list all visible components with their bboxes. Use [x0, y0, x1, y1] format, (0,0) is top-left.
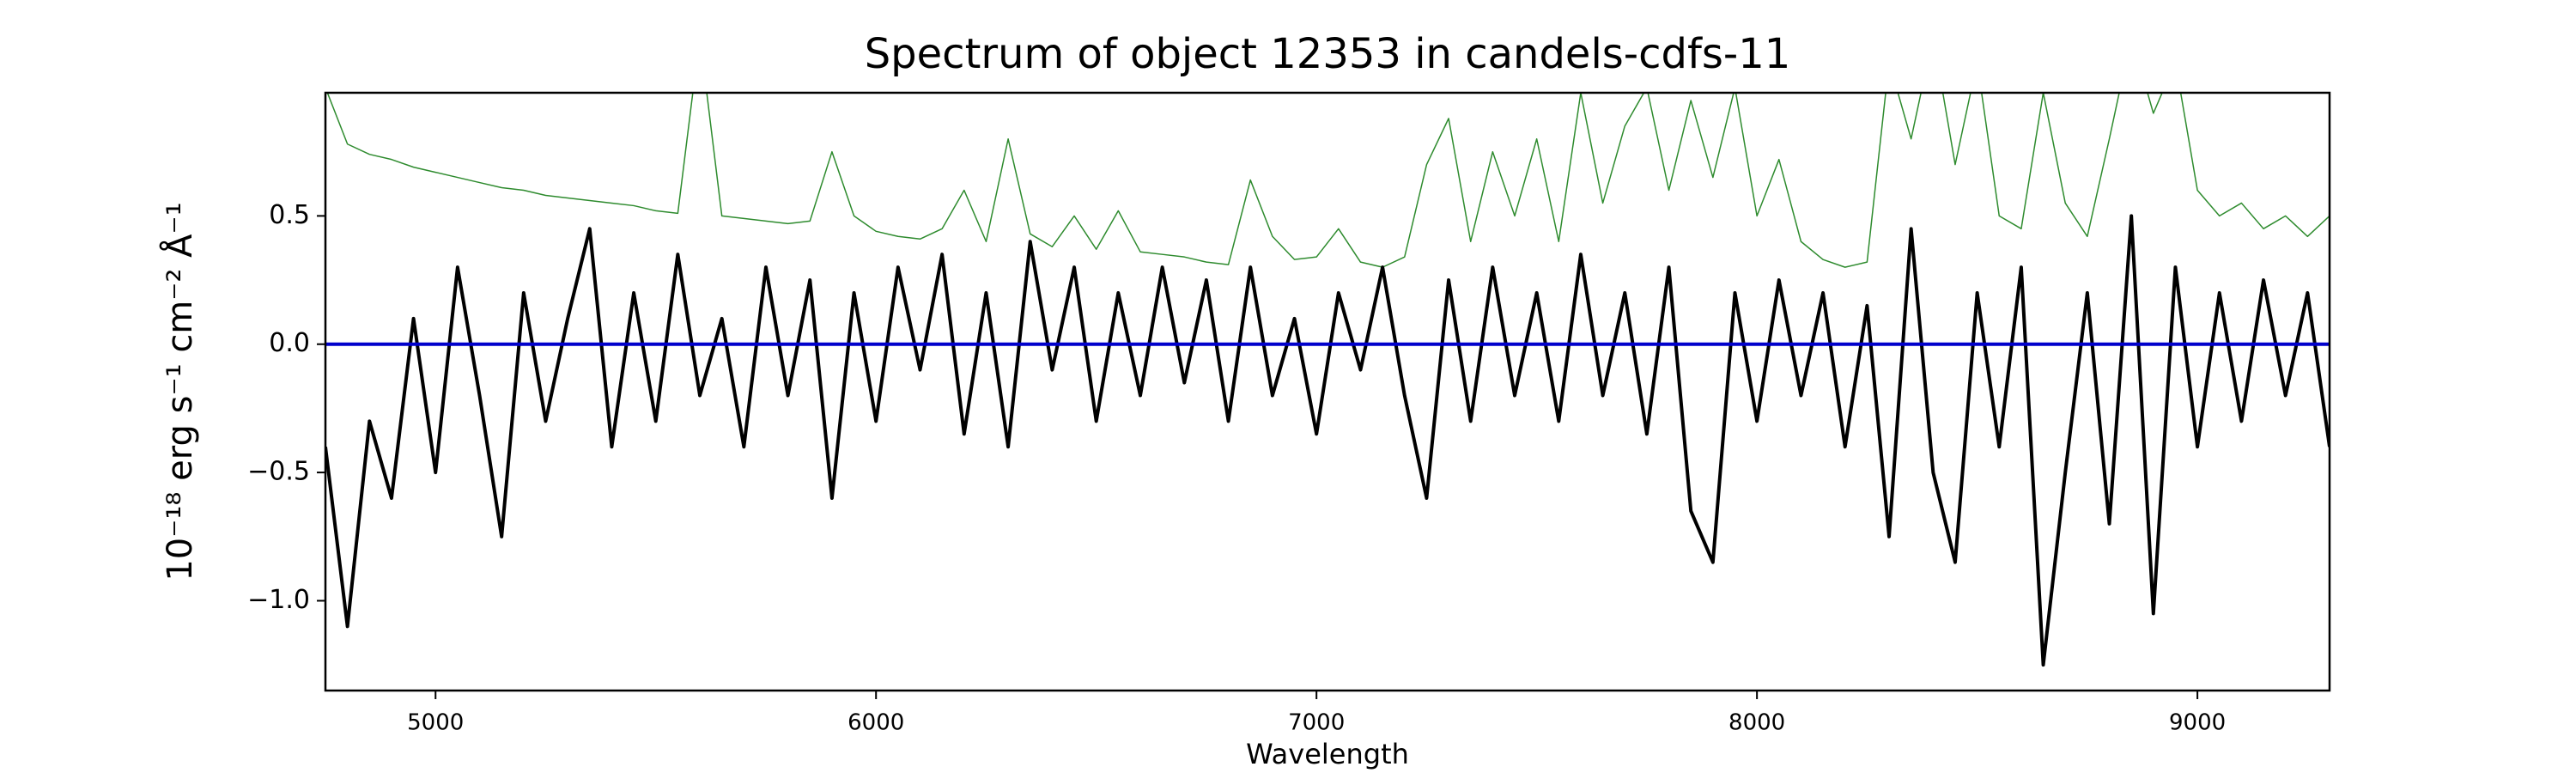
spectrum-line: [326, 93, 2330, 268]
plot-frame: [324, 91, 2331, 692]
chart-title: Spectrum of object 12353 in candels-cdfs…: [865, 30, 1791, 78]
x-tick-label: 8000: [1728, 710, 1785, 736]
y-axis-label: 10⁻¹⁸ erg s⁻¹ cm⁻² Å⁻¹: [159, 202, 200, 581]
x-tick-label: 6000: [848, 710, 904, 736]
x-tick-label: 9000: [2169, 710, 2226, 736]
spectrum-line: [325, 214, 2330, 667]
x-tick-label: 7000: [1288, 710, 1345, 736]
y-tick-label: 0.0: [269, 328, 310, 358]
y-tick-label: −1.0: [247, 585, 310, 615]
x-axis-label: Wavelength: [1246, 738, 1409, 770]
y-tick-label: −0.5: [247, 457, 310, 487]
x-tick-label: 5000: [407, 710, 464, 736]
y-tick-label: 0.5: [269, 200, 310, 230]
plot-lines: [325, 93, 2330, 667]
